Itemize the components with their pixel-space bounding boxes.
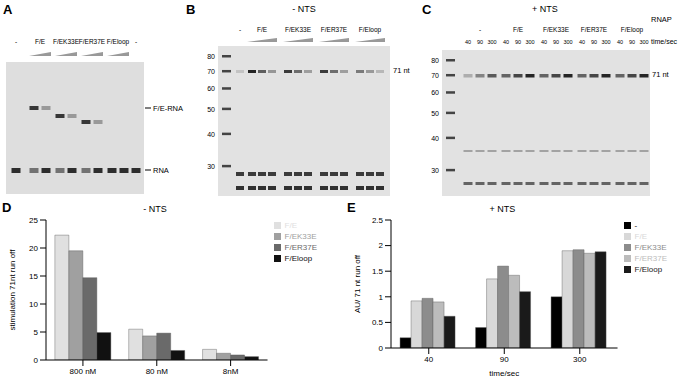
svg-text:-: -	[479, 26, 481, 33]
svg-text:800 nM: 800 nM	[70, 367, 97, 376]
html-text:F/ER37E: F/ER37E	[284, 243, 317, 252]
html-text:D: D	[2, 200, 12, 215]
svg-text:1: 1	[379, 293, 384, 302]
svg-text:-: -	[135, 38, 137, 45]
svg-text:300: 300	[563, 39, 572, 45]
svg-text:60: 60	[207, 85, 215, 92]
svg-text:30: 30	[431, 167, 439, 174]
svg-text:RNAP: RNAP	[651, 15, 672, 24]
svg-text:70: 70	[431, 72, 439, 79]
html-text:+ NTS: + NTS	[489, 204, 516, 214]
svg-text:-: -	[15, 38, 17, 45]
html-text:F/Eloop: F/Eloop	[284, 254, 313, 263]
svg-text:time/sec: time/sec	[651, 38, 678, 45]
svg-text:8nM: 8nM	[223, 367, 239, 376]
svg-text:90: 90	[553, 39, 559, 45]
html-text:F/E: F/E	[634, 232, 647, 241]
svg-text:40: 40	[424, 355, 433, 364]
svg-text:40: 40	[503, 39, 509, 45]
svg-text:90: 90	[515, 39, 521, 45]
svg-text:0: 0	[34, 356, 39, 365]
svg-text:90: 90	[629, 39, 635, 45]
svg-text:AU/ 71 nt run off: AU/ 71 nt run off	[353, 254, 362, 313]
svg-text:F/EK33E: F/EK33E	[285, 26, 312, 33]
svg-text:F/E-RNA: F/E-RNA	[153, 104, 183, 113]
svg-text:F/Eloop: F/Eloop	[621, 26, 644, 34]
svg-text:60: 60	[431, 89, 439, 96]
html-text:F/Eloop: F/Eloop	[634, 265, 663, 274]
html-text:F/EK33E: F/EK33E	[634, 243, 667, 252]
svg-text:F/E: F/E	[257, 26, 268, 33]
svg-text:25: 25	[29, 216, 38, 225]
svg-text:30: 30	[207, 163, 215, 170]
svg-text:stimulation 71nt run off: stimulation 71nt run off	[8, 249, 17, 331]
svg-text:40: 40	[207, 131, 215, 138]
html-text:F/ER37E: F/ER37E	[634, 254, 667, 263]
svg-text:F/ER37E: F/ER37E	[581, 26, 608, 33]
svg-text:90: 90	[477, 39, 483, 45]
svg-text:A: A	[3, 2, 13, 17]
svg-text:- NTS: - NTS	[292, 4, 316, 14]
html-text:- NTS: - NTS	[143, 204, 167, 214]
svg-text:F/Eloop: F/Eloop	[107, 38, 130, 46]
svg-text:40: 40	[541, 39, 547, 45]
svg-text:0: 0	[379, 344, 384, 353]
svg-text:F/E: F/E	[35, 38, 46, 45]
svg-text:40: 40	[579, 39, 585, 45]
svg-text:5: 5	[34, 328, 39, 337]
svg-text:F/Eloop: F/Eloop	[359, 26, 382, 34]
svg-text:B: B	[186, 2, 195, 17]
svg-text:300: 300	[487, 39, 496, 45]
svg-text:300: 300	[639, 39, 648, 45]
svg-text:80: 80	[431, 57, 439, 64]
svg-text:2.5: 2.5	[372, 216, 384, 225]
svg-text:20: 20	[29, 244, 38, 253]
svg-text:time/sec: time/sec	[489, 369, 519, 378]
svg-text:90: 90	[500, 355, 509, 364]
svg-text:300: 300	[525, 39, 534, 45]
svg-text:300: 300	[573, 355, 587, 364]
svg-text:80 nM: 80 nM	[146, 367, 169, 376]
svg-text:71 nt: 71 nt	[652, 70, 670, 79]
svg-text:2: 2	[379, 241, 384, 250]
svg-text:90: 90	[591, 39, 597, 45]
svg-text:RNA: RNA	[153, 166, 169, 175]
svg-text:F/E: F/E	[513, 26, 524, 33]
svg-text:15: 15	[29, 272, 38, 281]
svg-text:300: 300	[601, 39, 610, 45]
svg-text:0.5: 0.5	[372, 318, 384, 327]
html-text:F/E: F/E	[284, 221, 297, 230]
svg-text:10: 10	[29, 300, 38, 309]
svg-text:40: 40	[617, 39, 623, 45]
svg-text:F/EK33E: F/EK33E	[53, 38, 80, 45]
svg-text:40: 40	[431, 135, 439, 142]
svg-text:1.5: 1.5	[372, 267, 384, 276]
svg-text:70: 70	[207, 68, 215, 75]
svg-text:F/ER37E: F/ER37E	[321, 26, 348, 33]
svg-text:50: 50	[207, 106, 215, 113]
svg-text:40: 40	[465, 39, 471, 45]
html-text:F/EK33E: F/EK33E	[284, 232, 317, 241]
svg-text:50: 50	[431, 110, 439, 117]
svg-text:71 nt: 71 nt	[393, 66, 411, 75]
svg-text:-: -	[239, 26, 241, 33]
html-text:E: E	[347, 200, 356, 215]
svg-text:F/EK33E: F/EK33E	[543, 26, 570, 33]
svg-text:80: 80	[207, 53, 215, 60]
svg-text:C: C	[422, 2, 432, 17]
svg-text:F/ER37E: F/ER37E	[79, 38, 106, 45]
svg-text:+ NTS: + NTS	[532, 4, 558, 14]
